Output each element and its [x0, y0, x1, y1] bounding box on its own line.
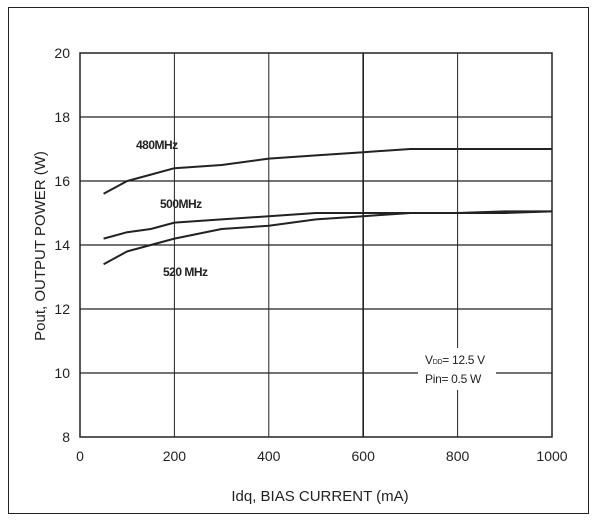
x-tick-label: 200 — [163, 448, 187, 464]
note-background — [418, 348, 496, 390]
x-axis-label: Idq, BIAS CURRENT (mA) — [231, 488, 408, 505]
tick-labels: 0 200 400 600 800 1000 8 10 12 14 16 18 20 — [54, 45, 567, 464]
series-label-480mhz: 480MHz — [136, 138, 178, 152]
y-tick-label: 20 — [54, 45, 70, 61]
y-axis-label: Pout, OUTPUT POWER (W) — [32, 151, 49, 341]
curves — [103, 148, 553, 266]
series-line-2 — [103, 210, 552, 266]
vdd-note: VDD= 12.5 V — [425, 353, 485, 367]
x-tick-label: 1000 — [536, 448, 567, 464]
series-label-500mhz: 500MHz — [160, 197, 202, 211]
y-tick-label: 16 — [54, 173, 70, 189]
series-line-1 — [103, 210, 553, 240]
y-tick-label: 12 — [54, 301, 70, 317]
y-tick-label: 18 — [54, 109, 70, 125]
x-tick-label: 0 — [76, 448, 84, 464]
y-tick-label: 14 — [54, 237, 70, 253]
y-tick-label: 8 — [62, 429, 70, 445]
series-label-520mhz: 520 MHz — [163, 265, 208, 279]
pin-note: Pin= 0.5 W — [425, 372, 482, 386]
plot-area-border — [79, 52, 553, 438]
x-tick-label: 600 — [352, 448, 376, 464]
y-tick-label: 10 — [54, 365, 70, 381]
x-tick-label: 400 — [257, 448, 281, 464]
series-line-0 — [103, 148, 552, 195]
chart-frame — [8, 7, 589, 514]
x-tick-label: 800 — [446, 448, 470, 464]
